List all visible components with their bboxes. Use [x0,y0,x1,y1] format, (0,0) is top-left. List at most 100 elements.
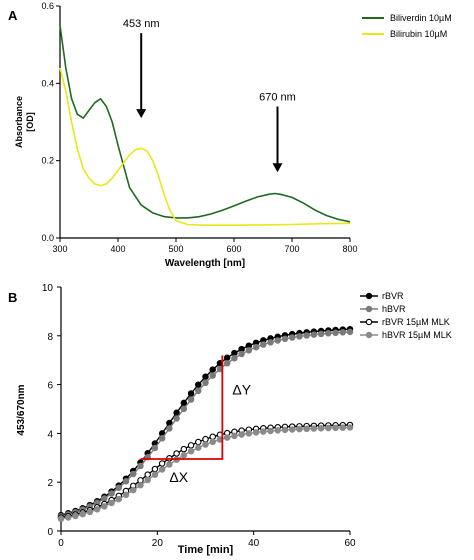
panel-b-data-point [245,347,253,354]
panel-b-data-point [231,355,238,362]
panel-a-y-label-bottom: [OD] [25,112,35,132]
panel-b-data-point [317,330,325,338]
panel-b-data-point [151,444,159,452]
panel-b-data-point [317,425,325,432]
panel-b-data-point [187,396,195,403]
panel-b-data-point [209,366,216,373]
panel-a-series-line-2 [59,67,351,226]
panel-b-y-tick-label: 0 [47,527,53,538]
panel-b-legend-marker [365,331,373,339]
panel-b-data-point [180,451,188,459]
panel-b-x-tick-label: 20 [152,538,164,549]
panel-b-data-point [238,350,245,358]
panel-b-data-point [260,428,267,435]
panel-b-data-point [202,441,209,448]
panel-b-data-point [223,360,231,367]
panel-b-y-tick-label: 8 [47,332,53,343]
panel-b-data-point [231,432,238,440]
panel-b-data-point [332,329,339,337]
panel-b-data-point [64,514,72,521]
panel-b-data-point [137,462,144,470]
panel-b-legend-label: hBVR 15µM MLK [382,330,452,340]
panel-b-data-point [223,434,231,441]
panel-b-data-point [173,409,180,417]
panel-b-data-point [288,334,296,341]
panel-a-y-label-top: Absorbance [14,96,24,148]
panel-b-data-point [346,328,354,336]
panel-b-data-point [325,330,332,337]
panel-a-letter: A [8,8,18,23]
panel-b-delta-bracket [140,355,224,460]
panel-a-x-tick-label: 600 [226,244,241,254]
panel-b-data-point [166,461,173,468]
panel-b-data-point [187,447,195,455]
panel-b-data-point [93,506,101,513]
panel-b-delta-y-label: ΔY [232,381,251,397]
panel-b-data-point [245,430,253,437]
panel-b-y-tick-label: 10 [42,283,54,294]
panel-a-x-tick-label: 500 [168,244,183,254]
panel-b-data-point [137,481,144,489]
panel-b-data-point [267,427,274,435]
panel-b-data-point [202,435,209,443]
panel-b-data-point [180,405,188,413]
panel-b-data-point [195,444,202,451]
panel-b-x-tick-label: 0 [58,538,64,549]
panel-a: A 300 400 500 600 700 800 0.0 0.2 0.4 0.6 Wavelengt… [8,1,452,269]
panel-b-data-point [303,425,310,433]
panel-b-data-point [195,381,202,388]
panel-b-data-point [79,510,86,518]
panel-b-data-point [144,476,151,484]
panel-b-data-point [339,424,347,431]
panel-b-data-point [252,343,260,351]
panel-b: B 0 20 40 60 0 2 4 6 8 10 Time [min] 453/670nm ΔY ΔX rB… [8,283,452,556]
panel-b-data-point [288,426,296,433]
panel-b-data-point [339,329,347,336]
panel-b-data-point [101,503,108,510]
panel-b-data-point [281,426,289,434]
panel-b-data-point [180,399,188,407]
panel-b-data-point [144,471,151,478]
panel-b-legend-label: rBVR [382,291,404,301]
panel-b-y-tick-label: 4 [47,429,53,440]
panel-a-y-tick-label: 0.2 [41,156,54,166]
panel-b-data-point [310,331,318,338]
panel-a-y-tick-label: 0.4 [41,78,54,88]
panel-a-series-line-1 [59,25,351,223]
panel-b-data-point [173,450,180,457]
panel-b-data-point [158,435,166,442]
panel-b-data-point [202,373,209,380]
panel-b-data-point [166,425,173,432]
panel-a-legend-label: Bilirubin 10µM [390,29,447,39]
panel-b-legend-marker [365,318,373,326]
panel-b-legend-label: rBVR 15µM MLK [382,317,450,327]
panel-b-data-point [108,490,115,497]
panel-b-legend-label: hBVR [382,304,406,314]
panel-a-arrow-head [136,109,147,119]
panel-b-data-point [158,460,166,467]
panel-b-data-point [130,486,137,494]
panel-b-data-point [274,427,281,434]
panel-b-data-point [115,495,123,503]
panel-b-data-point [195,387,202,395]
panel-b-data-point [296,333,303,340]
panel-b-data-point [296,425,303,433]
panel-b-data-point [223,354,231,362]
panel-b-letter: B [8,290,17,305]
panel-b-data-point [303,332,310,339]
panel-b-data-point [173,415,180,422]
panel-b-data-point [231,349,238,357]
panel-b-data-point [281,335,289,343]
panel-b-data-point [122,491,130,499]
panel-b-data-point [267,339,274,346]
panel-b-data-point [108,499,115,507]
panel-a-arrow-head [272,163,283,173]
panel-b-data-point [310,425,318,432]
panel-a-x-tick-label: 800 [342,244,357,254]
panel-b-data-point [72,512,79,520]
panel-a-legend-label: Biliverdin 10µM [390,13,452,23]
panel-a-y-tick-label: 0.6 [41,1,54,11]
panel-b-data-point [187,390,195,397]
panel-b-data-point [252,429,260,436]
